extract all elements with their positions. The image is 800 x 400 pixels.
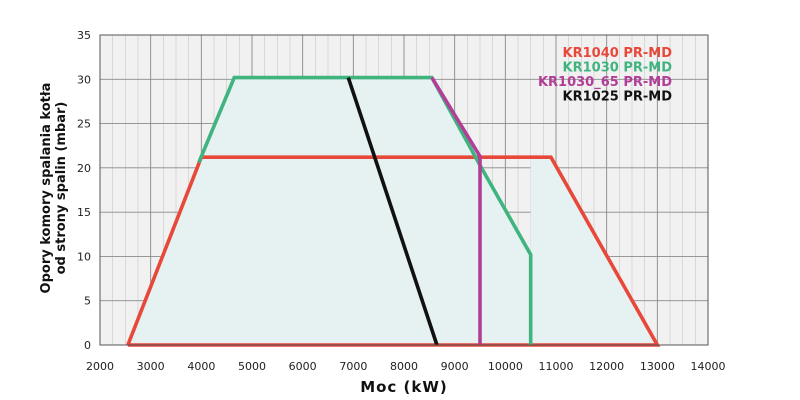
x-tick-label: 8000 — [390, 360, 418, 373]
series-line-2 — [197, 75, 533, 345]
x-tick-label: 12000 — [589, 360, 624, 373]
x-tick-labels: 2000 3000 4000 5000 6000 7000 8000 9000 10000 110… — [86, 360, 726, 373]
legend-entry-4: KR1025 PR-MD — [563, 90, 673, 105]
x-tick-label: 3000 — [137, 360, 165, 373]
x-tick-label: 13000 — [640, 360, 675, 373]
y-tick-label: 30 — [77, 73, 91, 86]
x-tick-label: 4000 — [187, 360, 215, 373]
y-tick-label: 5 — [84, 295, 91, 308]
x-tick-label: 11000 — [539, 360, 574, 373]
legend-entry-2: KR1030 PR-MD — [563, 61, 673, 76]
x-tick-label: 5000 — [238, 360, 266, 373]
y-axis-title-line-1: Opory komory spalania kotła — [39, 83, 54, 294]
x-tick-label: 6000 — [289, 360, 317, 373]
legend-entry-1: KR1040 PR-MD — [563, 46, 673, 61]
series-line-4 — [346, 76, 439, 346]
x-tick-label: 9000 — [441, 360, 469, 373]
y-tick-labels: 0 5 10 15 20 25 30 35 — [77, 29, 91, 352]
y-axis-title: Opory komory spalania kotła od strony sp… — [39, 83, 69, 294]
y-tick-label: 10 — [77, 250, 91, 263]
x-axis-title: Moc (kW) — [360, 378, 448, 396]
x-tick-label: 2000 — [86, 360, 114, 373]
y-axis-title-line-2: od strony spalin (mbar) — [54, 102, 69, 275]
y-tick-label: 25 — [77, 118, 91, 131]
series-line-3 — [430, 76, 482, 345]
plot-border — [99, 34, 709, 346]
x-tick-label: 14000 — [691, 360, 726, 373]
x-tick-label: 7000 — [339, 360, 367, 373]
y-tick-label: 35 — [77, 29, 91, 42]
y-tick-label: 15 — [77, 206, 91, 219]
y-tick-label: 0 — [84, 339, 91, 352]
legend-entry-3: KR1030_65 PR-MD — [538, 75, 672, 90]
x-tick-label: 10000 — [488, 360, 523, 373]
y-tick-label: 20 — [77, 162, 91, 175]
